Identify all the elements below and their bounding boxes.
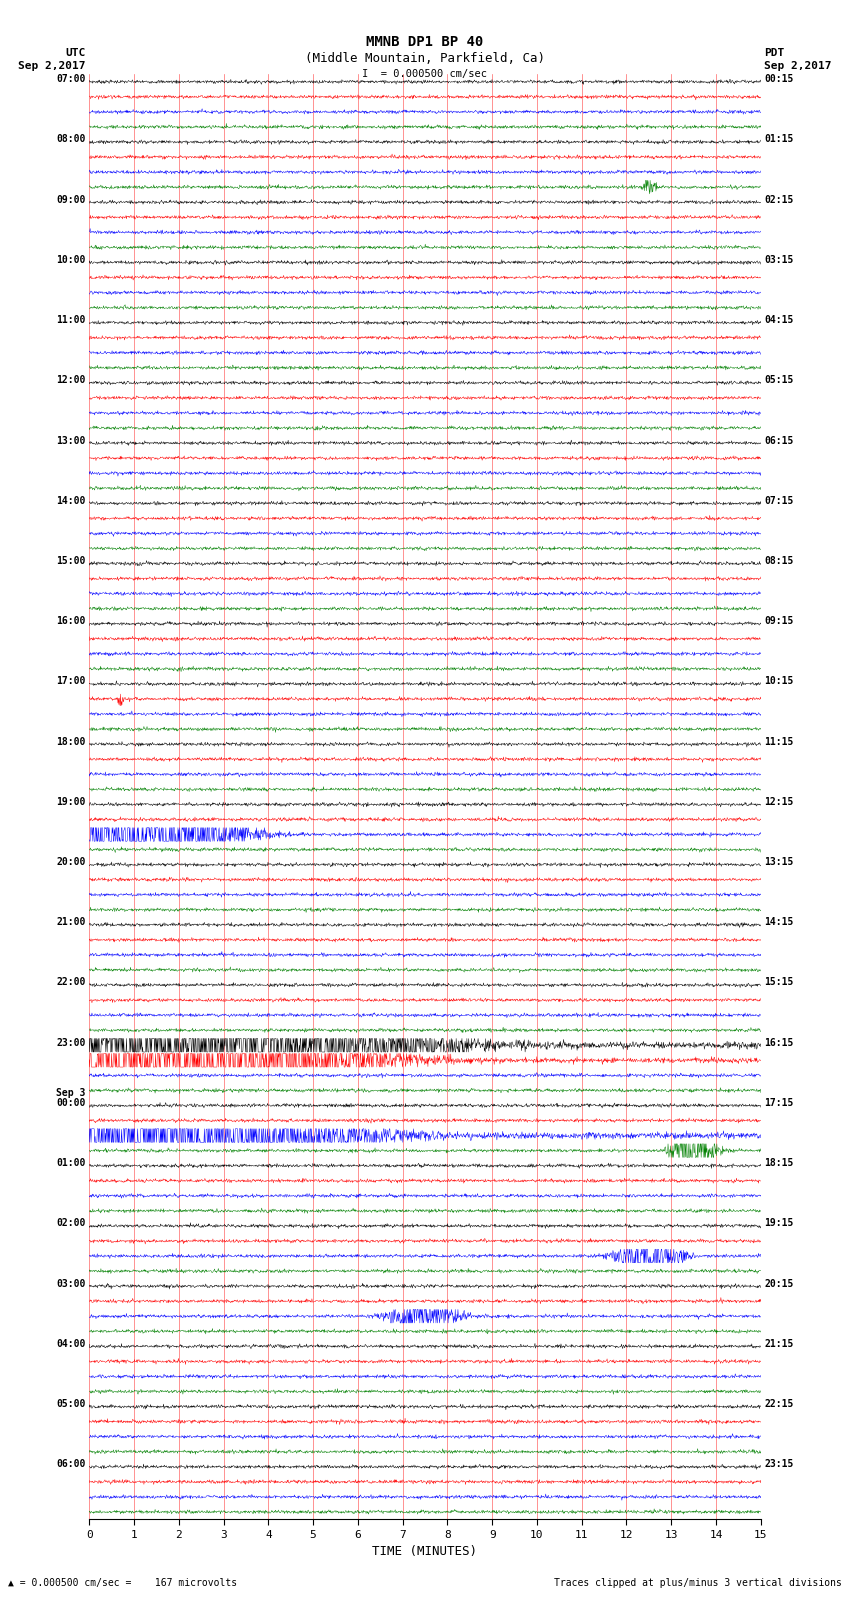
Text: 14:15: 14:15: [764, 918, 794, 927]
Text: Traces clipped at plus/minus 3 vertical divisions: Traces clipped at plus/minus 3 vertical …: [553, 1578, 842, 1587]
Text: MMNB DP1 BP 40: MMNB DP1 BP 40: [366, 35, 484, 50]
Text: 16:15: 16:15: [764, 1037, 794, 1048]
Text: 09:00: 09:00: [56, 195, 86, 205]
Text: 12:15: 12:15: [764, 797, 794, 806]
Text: 04:15: 04:15: [764, 315, 794, 326]
Text: 13:00: 13:00: [56, 436, 86, 445]
Text: PDT: PDT: [764, 48, 785, 58]
Text: UTC: UTC: [65, 48, 86, 58]
Text: 13:15: 13:15: [764, 857, 794, 868]
Text: 21:15: 21:15: [764, 1339, 794, 1348]
Text: 16:00: 16:00: [56, 616, 86, 626]
Text: 18:00: 18:00: [56, 737, 86, 747]
Text: 02:00: 02:00: [56, 1218, 86, 1229]
Text: 03:15: 03:15: [764, 255, 794, 265]
Text: 06:15: 06:15: [764, 436, 794, 445]
Text: 03:00: 03:00: [56, 1279, 86, 1289]
Text: 00:00: 00:00: [56, 1098, 86, 1108]
Text: Sep 2,2017: Sep 2,2017: [764, 61, 831, 71]
Text: 17:15: 17:15: [764, 1098, 794, 1108]
Text: 14:00: 14:00: [56, 495, 86, 506]
Text: 23:15: 23:15: [764, 1460, 794, 1469]
Text: I  = 0.000500 cm/sec: I = 0.000500 cm/sec: [362, 69, 488, 79]
Text: 09:15: 09:15: [764, 616, 794, 626]
Text: 19:00: 19:00: [56, 797, 86, 806]
Text: 05:15: 05:15: [764, 376, 794, 386]
Text: ▲ = 0.000500 cm/sec =    167 microvolts: ▲ = 0.000500 cm/sec = 167 microvolts: [8, 1578, 238, 1587]
X-axis label: TIME (MINUTES): TIME (MINUTES): [372, 1545, 478, 1558]
Text: 20:00: 20:00: [56, 857, 86, 868]
Text: 19:15: 19:15: [764, 1218, 794, 1229]
Text: 02:15: 02:15: [764, 195, 794, 205]
Text: (Middle Mountain, Parkfield, Ca): (Middle Mountain, Parkfield, Ca): [305, 52, 545, 65]
Text: 11:00: 11:00: [56, 315, 86, 326]
Text: 18:15: 18:15: [764, 1158, 794, 1168]
Text: 15:00: 15:00: [56, 556, 86, 566]
Text: 10:15: 10:15: [764, 676, 794, 687]
Text: 07:00: 07:00: [56, 74, 86, 84]
Text: Sep 3: Sep 3: [56, 1087, 86, 1098]
Text: 01:15: 01:15: [764, 134, 794, 145]
Text: 22:00: 22:00: [56, 977, 86, 987]
Text: 20:15: 20:15: [764, 1279, 794, 1289]
Text: Sep 2,2017: Sep 2,2017: [19, 61, 86, 71]
Text: 04:00: 04:00: [56, 1339, 86, 1348]
Text: 11:15: 11:15: [764, 737, 794, 747]
Text: 22:15: 22:15: [764, 1398, 794, 1410]
Text: 17:00: 17:00: [56, 676, 86, 687]
Text: 23:00: 23:00: [56, 1037, 86, 1048]
Text: 12:00: 12:00: [56, 376, 86, 386]
Text: 05:00: 05:00: [56, 1398, 86, 1410]
Text: 08:00: 08:00: [56, 134, 86, 145]
Text: 08:15: 08:15: [764, 556, 794, 566]
Text: 01:00: 01:00: [56, 1158, 86, 1168]
Text: 00:15: 00:15: [764, 74, 794, 84]
Text: 21:00: 21:00: [56, 918, 86, 927]
Text: 07:15: 07:15: [764, 495, 794, 506]
Text: 10:00: 10:00: [56, 255, 86, 265]
Text: 15:15: 15:15: [764, 977, 794, 987]
Text: 06:00: 06:00: [56, 1460, 86, 1469]
